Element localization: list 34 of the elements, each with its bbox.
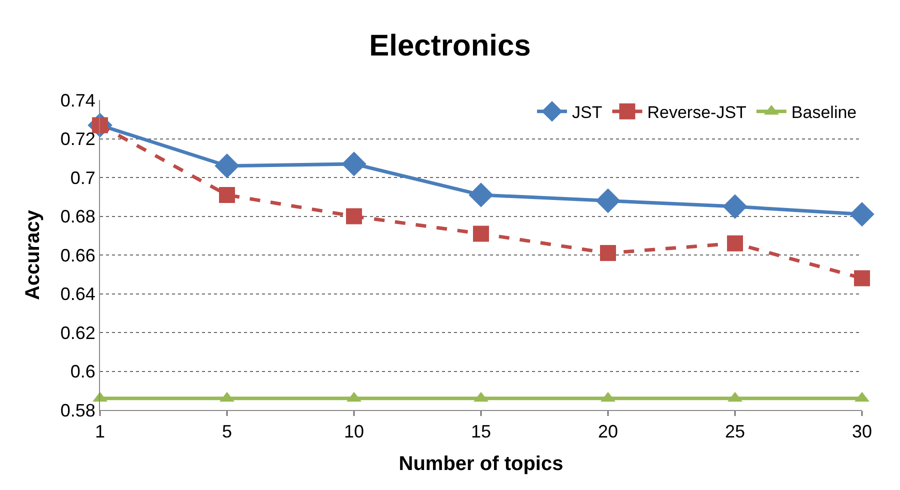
y-tick-label: 0.66 [60, 245, 96, 266]
y-tick-label: 0.64 [60, 284, 96, 304]
y-tick-label: 0.72 [60, 129, 96, 150]
y-tick-label: 0.74 [60, 90, 96, 110]
legend-label: JST [572, 102, 602, 122]
chart-title: Electronics [369, 29, 531, 62]
y-tick-label: 0.7 [70, 168, 96, 188]
point [214, 154, 240, 178]
point [473, 226, 489, 242]
x-tick-label: 30 [852, 422, 872, 442]
point [727, 235, 743, 252]
point [342, 152, 366, 176]
y-tick-label: 0.68 [60, 206, 96, 227]
legend-label: Reverse-JST [647, 102, 746, 122]
point [722, 194, 748, 219]
point [850, 202, 874, 227]
point [346, 208, 362, 224]
y-axis-title: Accuracy [22, 209, 44, 300]
point [854, 270, 870, 286]
point [596, 188, 620, 214]
point [468, 182, 494, 208]
point [219, 186, 235, 203]
y-tick-label: 0.58 [60, 400, 96, 420]
x-tick-label: 20 [598, 422, 618, 442]
x-axis-title: Number of topics [398, 453, 564, 476]
x-tick-label: 5 [222, 422, 232, 442]
y-tick-label: 0.62 [60, 322, 96, 343]
x-tick-label: 25 [724, 422, 746, 442]
x-tick-label: 10 [344, 422, 364, 442]
x-tick-label: 15 [470, 422, 492, 442]
legend-label: Baseline [791, 102, 857, 122]
point [600, 245, 616, 262]
y-tick-label: 0.6 [70, 362, 96, 382]
x-tick-label: 1 [94, 422, 106, 442]
